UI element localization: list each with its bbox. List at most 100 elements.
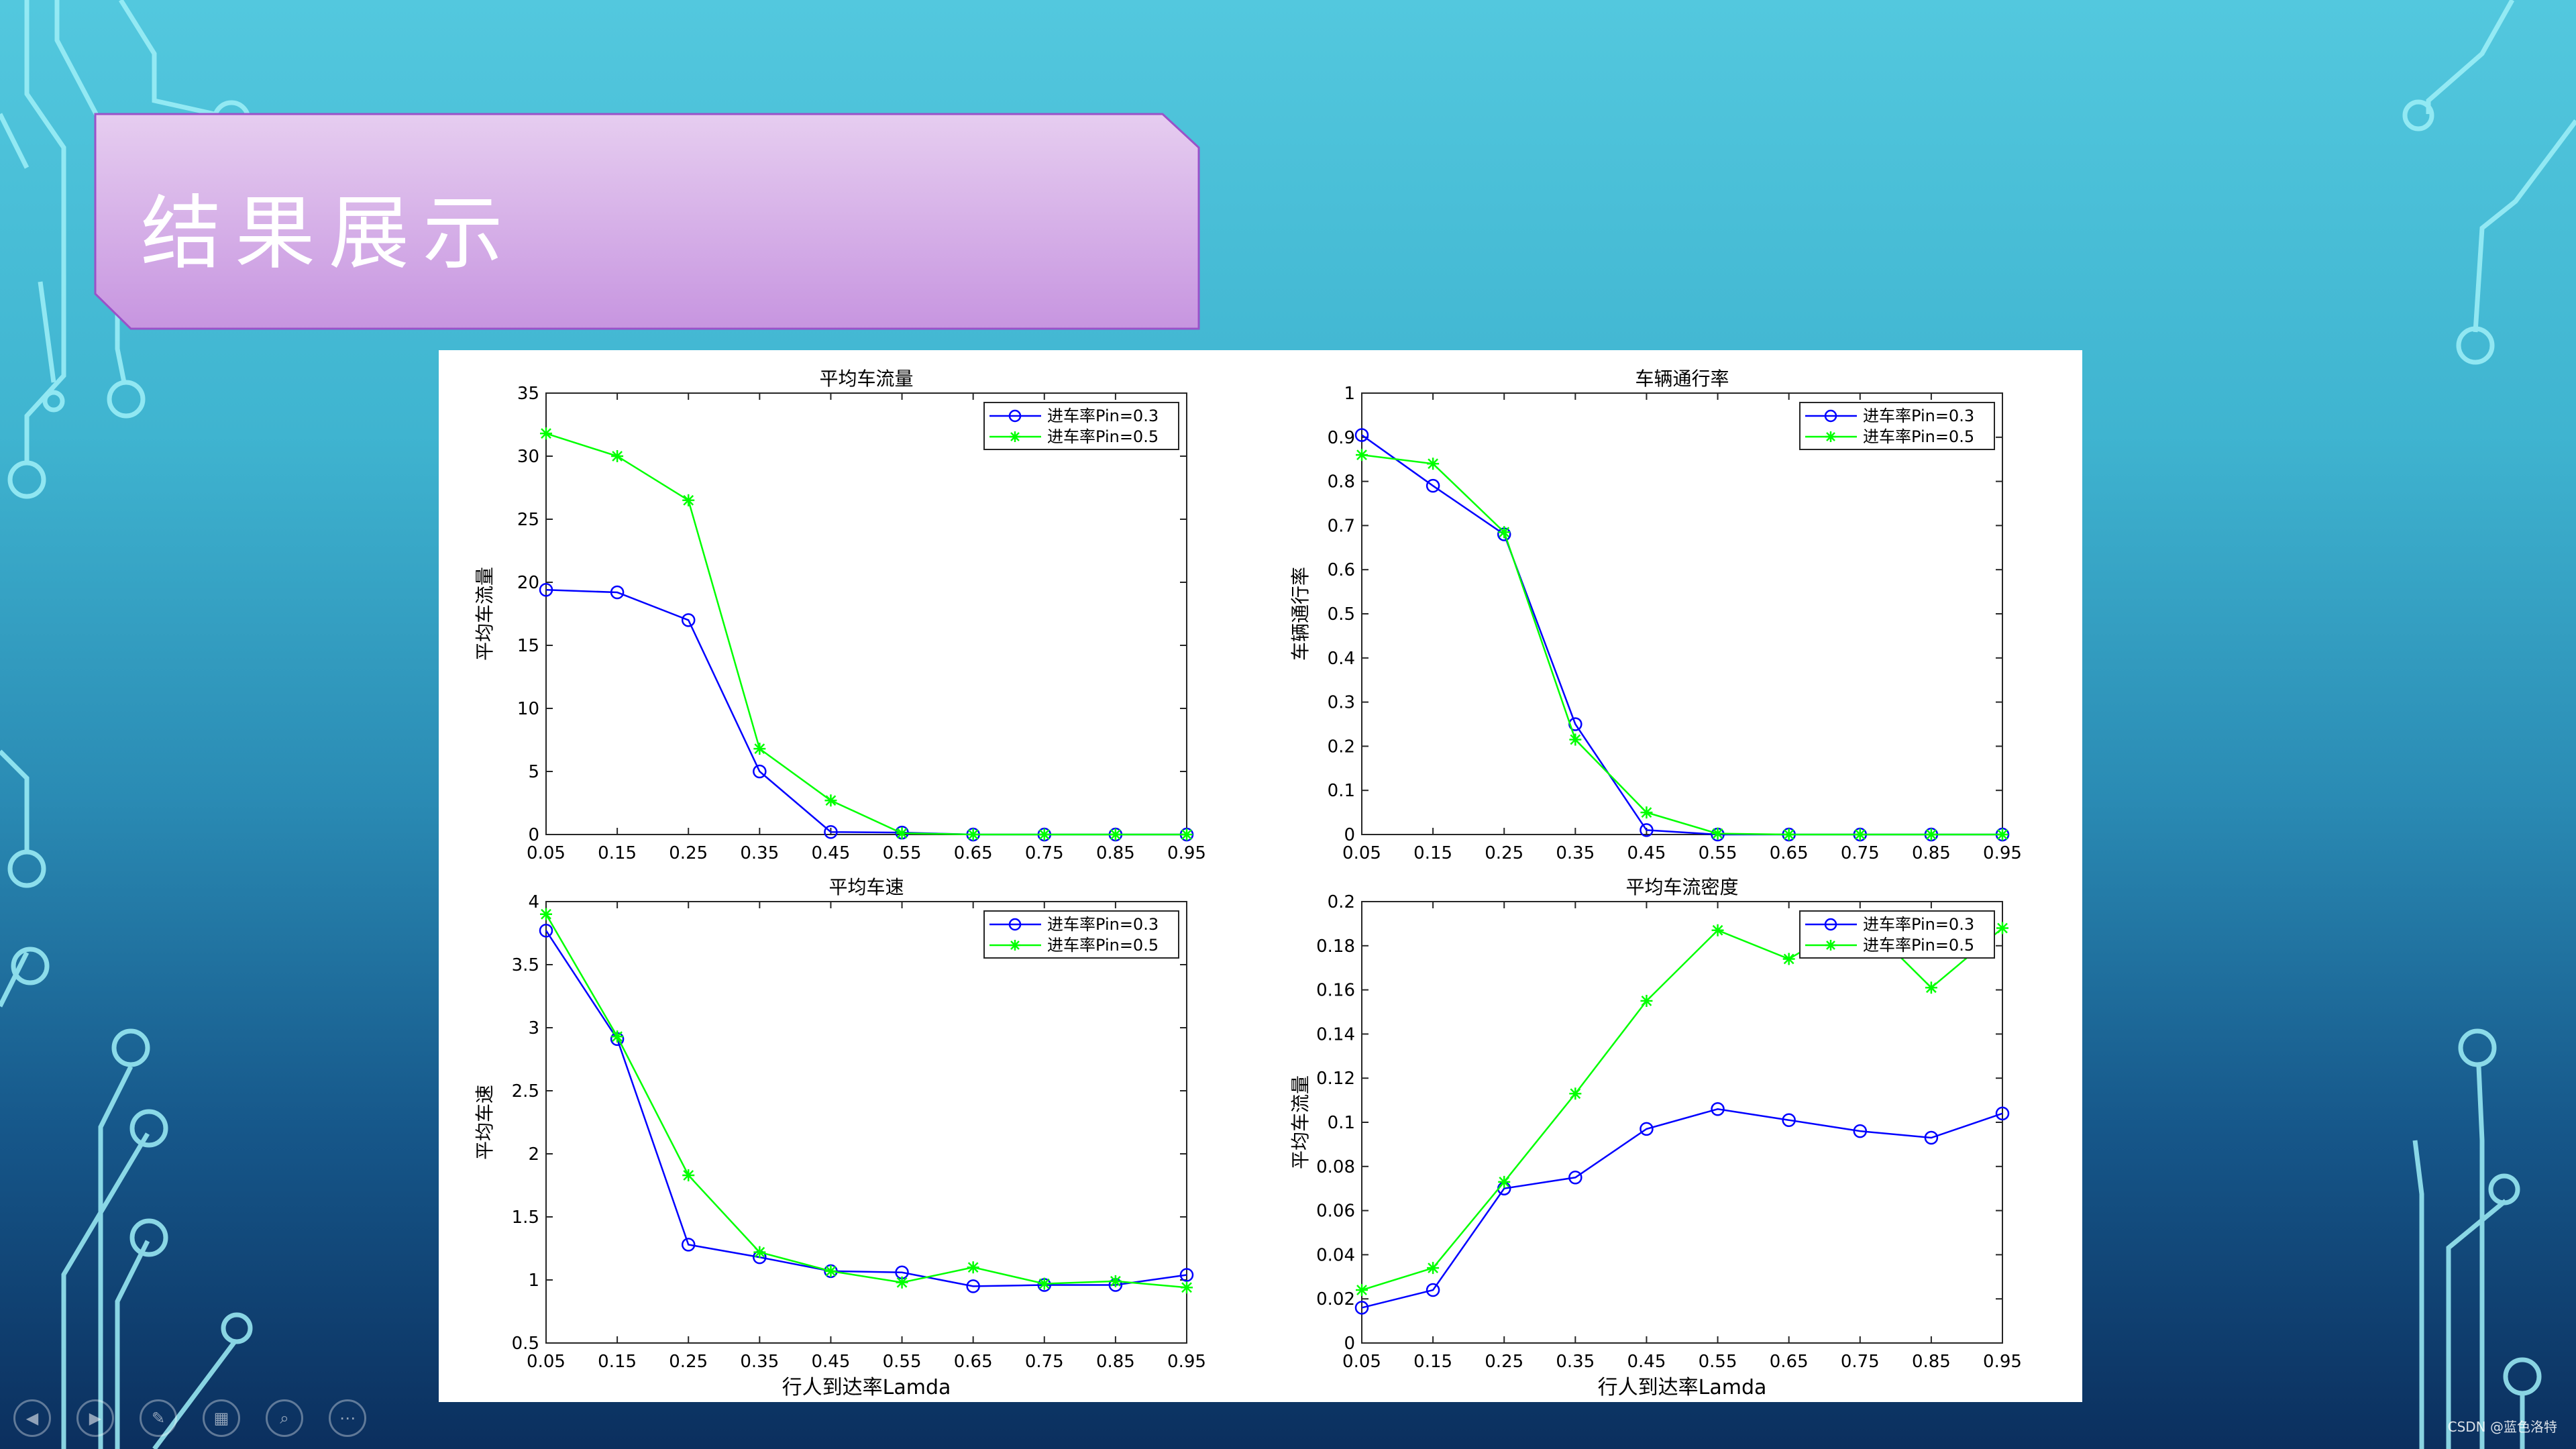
x-tick-label: 0.65 <box>954 843 993 863</box>
next-slide-button[interactable]: ▶ <box>76 1399 114 1437</box>
data-point <box>1640 1122 1654 1136</box>
y-tick-label: 0.2 <box>1328 892 1355 912</box>
y-tick-label: 0.5 <box>1328 604 1355 625</box>
y-tick-label: 2.5 <box>512 1081 539 1102</box>
y-tick-label: 0.08 <box>1316 1157 1355 1177</box>
x-tick-label: 0.75 <box>1841 843 1880 863</box>
x-tick-label: 0.15 <box>598 843 637 863</box>
x-tick-label: 0.45 <box>811 843 850 863</box>
data-point <box>1854 828 1866 841</box>
y-tick-label: 30 <box>517 447 539 467</box>
legend-box <box>1799 910 1995 959</box>
data-point <box>1782 953 1795 965</box>
data-point <box>967 828 979 841</box>
data-point <box>824 1265 837 1277</box>
legend-marker <box>1824 409 1837 423</box>
data-point <box>1038 828 1051 841</box>
slide-title: 结果展示 <box>141 187 517 280</box>
x-tick-label: 0.85 <box>1912 1352 1951 1372</box>
y-axis-label: 平均车速 <box>474 1085 496 1160</box>
pen-tool-button[interactable]: ✎ <box>140 1399 177 1437</box>
y-tick-label: 25 <box>517 510 539 530</box>
x-tick-label: 0.15 <box>1413 1352 1452 1372</box>
y-tick-label: 0.04 <box>1316 1245 1355 1265</box>
x-tick-label: 0.45 <box>1627 1352 1666 1372</box>
data-point <box>1356 1284 1368 1297</box>
y-axis-label: 平均车流量 <box>1289 1075 1311 1169</box>
data-point <box>1109 1275 1122 1287</box>
data-point <box>1640 823 1654 837</box>
watermark: CSDN @蓝色洛特 <box>2447 1419 2557 1435</box>
data-point <box>1782 1113 1796 1127</box>
x-tick-label: 0.65 <box>1770 1352 1809 1372</box>
data-point <box>1568 1171 1582 1185</box>
y-tick-label: 35 <box>517 384 539 404</box>
data-point <box>1640 995 1653 1008</box>
chart-title: 平均车流量 <box>819 368 913 390</box>
x-tick-label: 0.15 <box>598 1352 637 1372</box>
next-icon: ▶ <box>89 1409 102 1428</box>
data-point <box>682 494 695 506</box>
data-point <box>1181 828 1193 841</box>
data-point <box>753 764 767 779</box>
x-tick-label: 0.85 <box>1096 843 1135 863</box>
x-tick-label: 0.15 <box>1413 843 1452 863</box>
figure-panel: 平均车流量 0.05 0.15 0.25 0.3 5 0.45 0.55 0.65 0.75 0.8… <box>439 350 2082 1402</box>
legend-marker <box>1008 918 1022 931</box>
data-point <box>681 1238 696 1252</box>
title-banner <box>94 113 1200 330</box>
data-point <box>611 1030 624 1043</box>
data-point <box>540 908 552 920</box>
data-point <box>966 1279 980 1293</box>
x-tick-label: 0.05 <box>1342 843 1381 863</box>
presentation-toolbar: ◀ ▶ ✎ ▦ ⌕ ⋯ <box>13 1399 366 1437</box>
x-tick-label: 0.25 <box>669 1352 708 1372</box>
data-point <box>1711 924 1724 936</box>
more-icon: ⋯ <box>339 1409 356 1428</box>
data-point <box>1426 478 1440 493</box>
data-point <box>539 923 553 938</box>
data-point <box>896 827 908 840</box>
x-tick-label: 0.95 <box>1167 1352 1206 1372</box>
y-axis-label: 平均车流量 <box>474 567 496 661</box>
plot-area <box>545 901 1187 1344</box>
y-tick-label: 0.5 <box>512 1334 539 1354</box>
x-tick-label: 0.25 <box>1485 843 1523 863</box>
legend-marker <box>1825 431 1836 442</box>
y-tick-label: 0.06 <box>1316 1201 1355 1222</box>
y-axis-label: 车辆通行率 <box>1289 567 1311 661</box>
legend-marker <box>1008 409 1022 423</box>
data-point <box>540 427 552 440</box>
data-point <box>1995 1106 2010 1121</box>
y-tick-label: 4 <box>528 892 539 912</box>
y-tick-label: 1.5 <box>512 1208 539 1228</box>
x-tick-label: 0.75 <box>1025 1352 1064 1372</box>
x-tick-label: 0.45 <box>1627 843 1666 863</box>
legend-label: 进车率Pin=0.5 <box>1863 427 1974 446</box>
y-tick-label: 0.6 <box>1328 560 1355 580</box>
y-tick-label: 5 <box>528 762 539 782</box>
x-tick-label: 0.75 <box>1025 843 1064 863</box>
x-tick-label: 0.55 <box>883 1352 922 1372</box>
data-point <box>1498 526 1511 539</box>
x-axis-label: 行人到达率Lamda <box>1598 1376 1767 1399</box>
series-line <box>545 432 1187 836</box>
y-tick-label: 3.5 <box>512 955 539 975</box>
data-point <box>610 585 625 600</box>
y-tick-label: 0.2 <box>1328 737 1355 757</box>
zoom-button[interactable]: ⌕ <box>266 1399 303 1437</box>
y-tick-label: 0.3 <box>1328 693 1355 713</box>
previous-slide-button[interactable]: ◀ <box>13 1399 51 1437</box>
slides-grid-button[interactable]: ▦ <box>203 1399 240 1437</box>
data-point <box>753 1246 766 1258</box>
data-point <box>896 1276 908 1289</box>
legend-label: 进车率Pin=0.5 <box>1863 936 1974 955</box>
chart-4: 平均车流密度 0.05 0.15 0.25 0.35 0.45 0.55 0.65 0.75 0.… <box>1289 876 2022 1399</box>
data-point <box>611 450 624 462</box>
legend-marker <box>1010 431 1020 442</box>
legend-label: 进车率Pin=0.5 <box>1047 427 1159 446</box>
x-tick-label: 0.55 <box>1699 843 1737 863</box>
more-options-button[interactable]: ⋯ <box>329 1399 366 1437</box>
series-line <box>545 930 1187 1287</box>
y-tick-label: 0.1 <box>1328 781 1355 801</box>
